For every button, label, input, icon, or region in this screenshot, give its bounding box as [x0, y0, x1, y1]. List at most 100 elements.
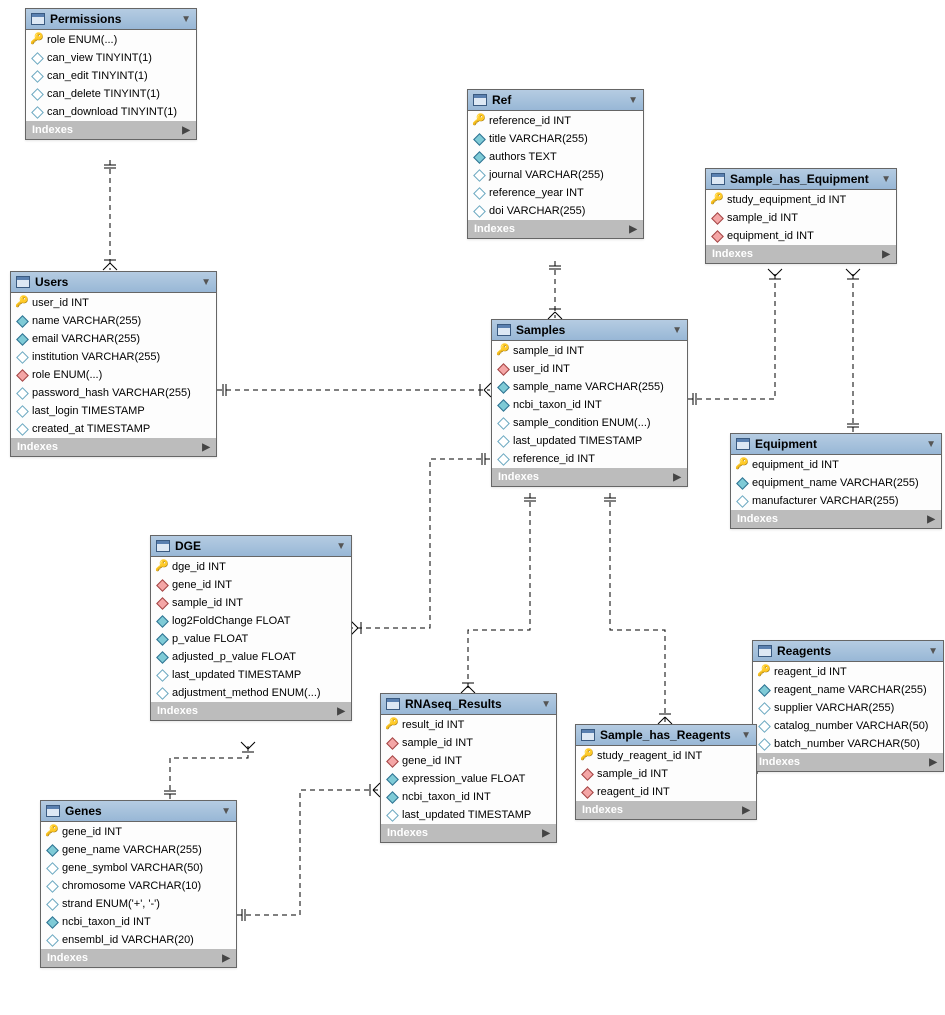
- field-row: last_updated TIMESTAMP: [492, 432, 687, 450]
- field-label: name VARCHAR(255): [32, 315, 141, 327]
- indexes-row: Indexes▶: [706, 245, 896, 263]
- field-row: 🔑study_reagent_id INT: [576, 746, 756, 765]
- table-icon: [46, 805, 60, 817]
- expand-icon: ▶: [202, 442, 210, 453]
- field-label: sample_id INT: [172, 597, 243, 609]
- entity-header: Permissions▼: [26, 9, 196, 30]
- field-row: log2FoldChange FLOAT: [151, 612, 351, 630]
- field-label: sample_name VARCHAR(255): [513, 381, 664, 393]
- field-row: 🔑role ENUM(...): [26, 30, 196, 49]
- field-label: sample_id INT: [727, 212, 798, 224]
- field-label: batch_number VARCHAR(50): [774, 738, 920, 750]
- field-label: reference_id INT: [513, 453, 595, 465]
- field-row: manufacturer VARCHAR(255): [731, 492, 941, 510]
- entity-sample_has_equipment: Sample_has_Equipment ▼ 🔑study_equipment_id…: [705, 168, 897, 264]
- field-row: last_updated TIMESTAMP: [151, 666, 351, 684]
- entity-equipment: Equipment▼🔑equipment_id INTequipment_nam…: [730, 433, 942, 529]
- field-row: title VARCHAR(255): [468, 130, 643, 148]
- field-label: expression_value FLOAT: [402, 773, 525, 785]
- field-row: 🔑reagent_id INT: [753, 662, 943, 681]
- field-label: sample_id INT: [402, 737, 473, 749]
- entity-header: Reagents▼: [753, 641, 943, 662]
- field-row: last_login TIMESTAMP: [11, 402, 216, 420]
- field-row: sample_id INT: [706, 209, 896, 227]
- field-label: last_login TIMESTAMP: [32, 405, 145, 417]
- field-label: title VARCHAR(255): [489, 133, 588, 145]
- collapse-icon: ▼: [181, 14, 191, 25]
- field-label: reference_year INT: [489, 187, 584, 199]
- indexes-label: Indexes: [759, 756, 800, 768]
- field-row: can_download TINYINT(1): [26, 103, 196, 121]
- table-icon: [473, 94, 487, 106]
- field-label: reagent_id INT: [774, 666, 847, 678]
- field-label: can_download TINYINT(1): [47, 106, 177, 118]
- field-label: password_hash VARCHAR(255): [32, 387, 191, 399]
- field-label: result_id INT: [402, 719, 464, 731]
- field-label: ncbi_taxon_id INT: [62, 916, 151, 928]
- field-row: email VARCHAR(255): [11, 330, 216, 348]
- entity-reagents: Reagents▼🔑reagent_id INTreagent_name VAR…: [752, 640, 944, 772]
- entity-title: Ref: [492, 93, 511, 107]
- field-label: can_delete TINYINT(1): [47, 88, 160, 100]
- field-row: 🔑result_id INT: [381, 715, 556, 734]
- expand-icon: ▶: [882, 249, 890, 260]
- entity-title: Sample_has_Equipment: [730, 172, 869, 186]
- indexes-label: Indexes: [157, 705, 198, 717]
- field-row: gene_id INT: [151, 576, 351, 594]
- indexes-row: Indexes▶: [468, 220, 643, 238]
- field-row: ncbi_taxon_id INT: [381, 788, 556, 806]
- expand-icon: ▶: [182, 125, 190, 136]
- field-row: created_at TIMESTAMP: [11, 420, 216, 438]
- field-label: can_edit TINYINT(1): [47, 70, 148, 82]
- entity-users: Users▼🔑user_id INTname VARCHAR(255)email…: [10, 271, 217, 457]
- table-icon: [31, 13, 45, 25]
- collapse-icon: ▼: [672, 325, 682, 336]
- collapse-icon: ▼: [881, 174, 891, 185]
- table-icon: [156, 540, 170, 552]
- indexes-label: Indexes: [498, 471, 539, 483]
- field-label: catalog_number VARCHAR(50): [774, 720, 928, 732]
- field-label: user_id INT: [513, 363, 570, 375]
- field-row: sample_name VARCHAR(255): [492, 378, 687, 396]
- indexes-label: Indexes: [737, 513, 778, 525]
- field-label: authors TEXT: [489, 151, 557, 163]
- entity-samples: Samples▼🔑sample_id INTuser_id INTsample_…: [491, 319, 688, 487]
- field-row: batch_number VARCHAR(50): [753, 735, 943, 753]
- field-label: ncbi_taxon_id INT: [513, 399, 602, 411]
- field-row: sample_id INT: [381, 734, 556, 752]
- field-label: adjusted_p_value FLOAT: [172, 651, 296, 663]
- field-label: equipment_id INT: [727, 230, 814, 242]
- field-label: equipment_id INT: [752, 459, 839, 471]
- entity-title: Samples: [516, 323, 565, 337]
- entity-permissions: Permissions▼🔑role ENUM(...)can_view TINY…: [25, 8, 197, 140]
- expand-icon: ▶: [927, 514, 935, 525]
- entity-title: Users: [35, 275, 68, 289]
- expand-icon: ▶: [929, 757, 937, 768]
- field-row: reagent_id INT: [576, 783, 756, 801]
- entity-title: Reagents: [777, 644, 831, 658]
- table-icon: [497, 324, 511, 336]
- field-row: last_updated TIMESTAMP: [381, 806, 556, 824]
- indexes-row: Indexes▶: [41, 949, 236, 967]
- field-label: last_updated TIMESTAMP: [402, 809, 531, 821]
- indexes-row: Indexes▶: [381, 824, 556, 842]
- field-row: 🔑study_equipment_id INT: [706, 190, 896, 209]
- field-label: sample_id INT: [513, 345, 584, 357]
- field-row: reference_id INT: [492, 450, 687, 468]
- field-label: last_updated TIMESTAMP: [172, 669, 301, 681]
- field-label: journal VARCHAR(255): [489, 169, 604, 181]
- entity-header: Sample_has_Equipment ▼: [706, 169, 896, 190]
- field-row: expression_value FLOAT: [381, 770, 556, 788]
- field-row: authors TEXT: [468, 148, 643, 166]
- field-row: sample_condition ENUM(...): [492, 414, 687, 432]
- field-label: gene_name VARCHAR(255): [62, 844, 202, 856]
- collapse-icon: ▼: [741, 730, 751, 741]
- collapse-icon: ▼: [336, 541, 346, 552]
- collapse-icon: ▼: [926, 439, 936, 450]
- field-row: 🔑equipment_id INT: [731, 455, 941, 474]
- table-icon: [736, 438, 750, 450]
- field-label: role ENUM(...): [47, 34, 117, 46]
- field-row: equipment_id INT: [706, 227, 896, 245]
- field-label: email VARCHAR(255): [32, 333, 140, 345]
- field-label: reagent_id INT: [597, 786, 670, 798]
